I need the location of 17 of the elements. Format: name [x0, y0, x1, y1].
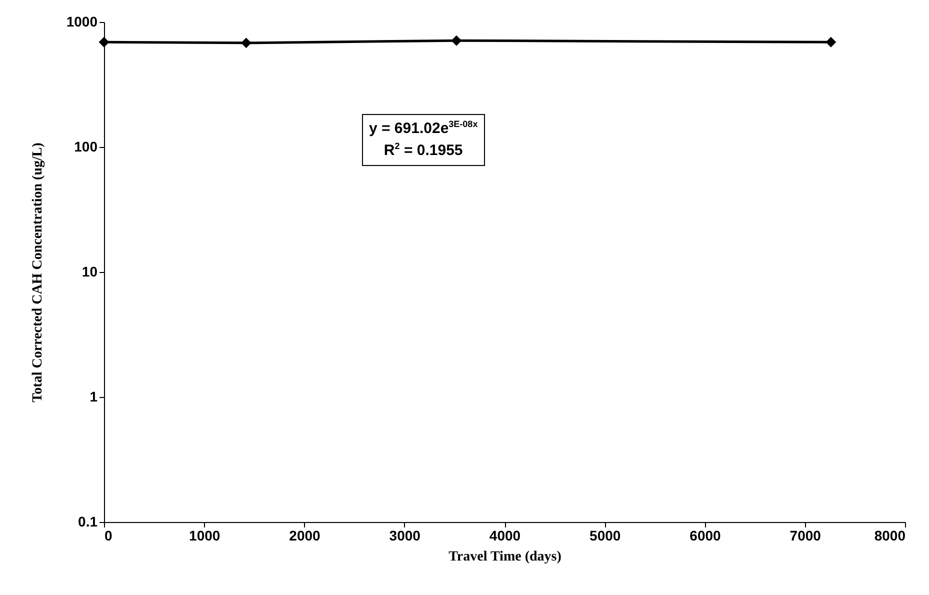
x-axis-title: Travel Time (days) [448, 550, 562, 564]
y-tick-label: 1 [90, 388, 98, 404]
x-tick-label: 2000 [289, 528, 321, 544]
y-tick-label: 1000 [66, 14, 98, 30]
x-tick-label: 0 [104, 528, 112, 544]
y-axis-title: Total Corrected CAH Concentration (ug/L) [30, 142, 46, 402]
x-tick-label: 4000 [489, 528, 521, 544]
x-tick-label: 1000 [189, 528, 220, 544]
equation-box: y = 691.02e$^{3E-08x}$ R$^{2}$ = 0.1955 [362, 114, 485, 166]
y-tick-label: 0.1 [78, 514, 98, 530]
x-tick-label: 7000 [790, 528, 822, 544]
y-tick-label: 100 [74, 138, 98, 154]
y-tick-label: 10 [82, 264, 98, 280]
x-tick-label: 5000 [590, 528, 621, 544]
x-tick-label: 8000 [874, 528, 906, 544]
x-tick-label: 6000 [690, 528, 722, 544]
x-tick-label: 3000 [389, 528, 421, 544]
